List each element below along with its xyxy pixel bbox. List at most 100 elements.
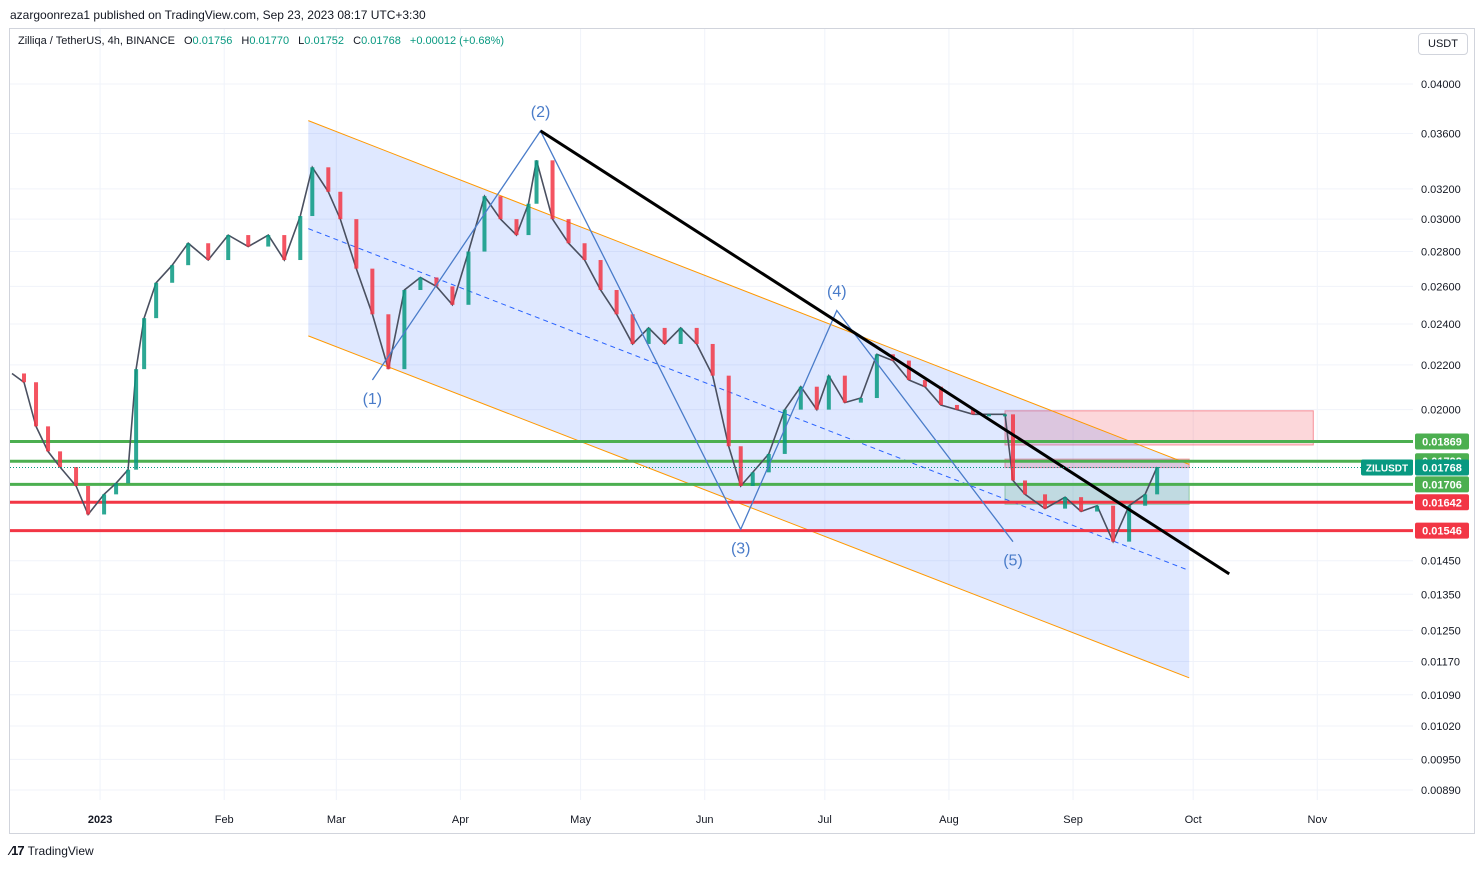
price-zone <box>1004 410 1314 446</box>
candle <box>370 268 375 315</box>
candle <box>86 485 91 515</box>
candle <box>694 327 699 344</box>
candle <box>954 404 959 410</box>
x-tick-label: Aug <box>939 814 959 826</box>
candle <box>282 235 287 261</box>
candle <box>534 160 539 204</box>
candle <box>170 265 175 283</box>
trendline <box>539 129 1231 576</box>
candle <box>678 327 683 344</box>
symbol-badge <box>1361 459 1413 476</box>
candle <box>1095 505 1100 512</box>
candle <box>418 277 423 291</box>
y-tick-label: 0.01170 <box>1421 656 1460 668</box>
candle <box>726 375 731 447</box>
change-value: +0.00012 (+0.68%) <box>409 35 505 47</box>
candle <box>34 382 39 427</box>
y-tick-label: 0.01020 <box>1421 721 1461 733</box>
candle <box>970 409 975 415</box>
wave-label: (3) <box>731 540 751 557</box>
candle <box>1002 414 1007 417</box>
candle <box>526 203 531 236</box>
candle <box>514 219 519 236</box>
candle <box>402 290 407 370</box>
channel-middle-line <box>308 228 1190 571</box>
low-label: L <box>298 35 305 47</box>
candle <box>782 409 787 454</box>
x-tick-label: Feb <box>215 814 234 826</box>
y-tick-label: 0.00950 <box>1421 754 1461 766</box>
currency-unit-button[interactable]: USDT <box>1418 33 1468 55</box>
candle <box>798 386 803 410</box>
y-tick-label: 0.04000 <box>1421 79 1461 91</box>
candle <box>310 167 315 217</box>
wave-label: (2) <box>531 104 551 121</box>
candle <box>386 314 391 370</box>
candle <box>614 290 619 315</box>
candle <box>326 167 331 192</box>
candle <box>1043 494 1048 509</box>
y-tick-label: 0.02200 <box>1421 360 1461 372</box>
candle <box>582 243 587 261</box>
candle <box>814 386 819 410</box>
candle <box>1023 480 1028 495</box>
candle <box>906 360 911 381</box>
candle <box>354 219 359 269</box>
symbol-badge-label: ZILUSDT <box>1366 464 1408 475</box>
candle <box>1111 505 1116 542</box>
candle <box>710 343 715 376</box>
candle <box>114 483 119 495</box>
level-badge <box>1415 476 1469 493</box>
x-tick-label: 2023 <box>88 814 112 826</box>
candle <box>922 380 927 387</box>
candle <box>986 414 991 417</box>
y-tick-label: 0.03600 <box>1421 128 1461 140</box>
channel-lower-line <box>308 335 1190 679</box>
level-badge <box>1415 522 1469 539</box>
candle <box>134 369 139 470</box>
level-badge-label: 0.01706 <box>1422 479 1462 491</box>
y-tick-label: 0.01350 <box>1421 589 1461 601</box>
candle <box>858 398 863 403</box>
price-zone <box>1004 458 1190 469</box>
x-tick-label: May <box>570 814 591 826</box>
candle <box>266 235 271 247</box>
level-badge-label: 0.01642 <box>1422 497 1462 509</box>
candle <box>58 451 63 468</box>
level-badge <box>1415 433 1469 450</box>
candle <box>482 196 487 252</box>
symbol-legend: Zilliqa / TetherUS, 4h, BINANCE O0.01756… <box>18 35 504 47</box>
wave-label: (1) <box>363 391 383 408</box>
chart-frame <box>9 28 1475 834</box>
y-tick-label: 0.03200 <box>1421 184 1461 196</box>
channel-upper-line <box>308 120 1190 465</box>
last-price-badge <box>1415 459 1469 476</box>
y-tick-label: 0.02400 <box>1421 319 1461 331</box>
candle <box>434 277 439 287</box>
candle <box>662 327 667 344</box>
x-tick-label: Jun <box>696 814 714 826</box>
candle <box>338 191 343 220</box>
x-tick-label: Sep <box>1063 814 1083 826</box>
tradingview-logo-icon: ⁄17 <box>10 843 25 858</box>
y-tick-label: 0.01250 <box>1421 625 1461 637</box>
candle <box>1063 497 1068 509</box>
candle <box>646 327 651 344</box>
y-tick-label: 0.00890 <box>1421 785 1461 797</box>
candle <box>1143 494 1148 506</box>
candle <box>466 251 471 305</box>
candle <box>226 235 231 261</box>
y-tick-label: 0.01090 <box>1421 690 1461 702</box>
publish-info: azargoonreza1 published on TradingView.c… <box>10 8 426 22</box>
candle <box>102 494 107 515</box>
candle <box>630 314 635 344</box>
candle <box>938 386 943 405</box>
candle <box>1079 497 1084 512</box>
x-tick-label: Jul <box>818 814 832 826</box>
y-tick-label: 0.03000 <box>1421 214 1461 226</box>
wave-label: (5) <box>1003 553 1023 570</box>
candle <box>22 373 27 383</box>
x-tick-label: Apr <box>452 814 469 826</box>
candle <box>74 467 79 486</box>
